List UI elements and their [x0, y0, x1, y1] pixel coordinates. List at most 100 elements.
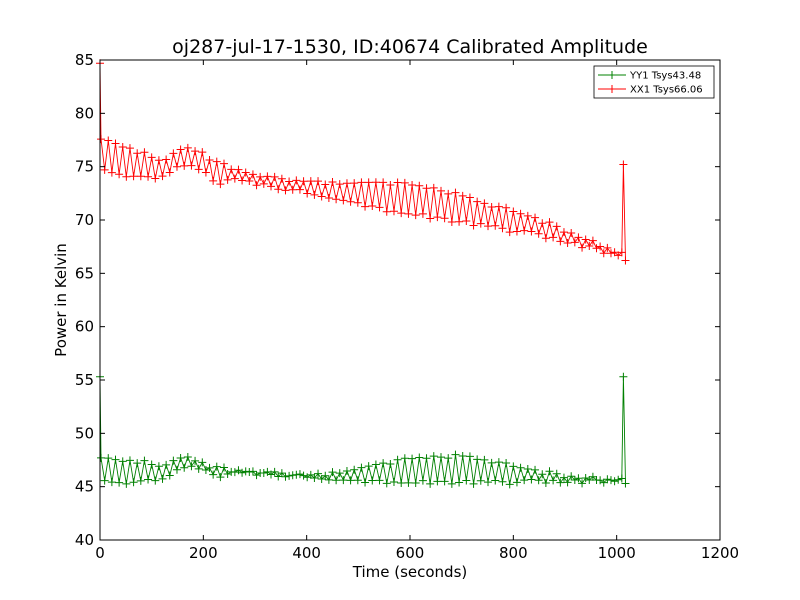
data-point — [201, 168, 210, 177]
data-point — [158, 172, 167, 181]
data-point — [270, 467, 279, 476]
data-point — [259, 468, 268, 477]
data-point — [382, 207, 391, 216]
x-tick-label: 200 — [189, 544, 218, 562]
data-point — [498, 224, 507, 233]
data-point — [230, 174, 239, 183]
data-point — [317, 475, 326, 484]
data-point — [169, 149, 178, 158]
data-point — [541, 234, 550, 243]
y-tick-label: 70 — [75, 211, 94, 229]
data-point — [588, 236, 597, 245]
data-point — [100, 476, 109, 485]
legend-marker — [608, 85, 616, 93]
data-point — [144, 172, 153, 181]
data-point — [444, 189, 453, 198]
data-point — [484, 222, 493, 231]
data-point — [183, 452, 192, 461]
data-point — [346, 476, 355, 485]
data-point — [440, 477, 449, 486]
data-point — [364, 178, 373, 187]
data-point — [541, 479, 550, 488]
data-point — [538, 470, 547, 479]
data-point — [321, 180, 330, 189]
data-point — [527, 475, 536, 484]
data-point — [567, 228, 576, 237]
data-point — [411, 211, 420, 220]
data-point — [133, 459, 142, 468]
data-point — [324, 193, 333, 202]
legend-marker — [608, 71, 616, 79]
y-tick-label: 55 — [75, 371, 94, 389]
data-point — [480, 199, 489, 208]
data-point — [418, 209, 427, 218]
data-point — [559, 473, 568, 482]
data-point — [570, 238, 579, 247]
data-point — [191, 147, 200, 156]
data-point — [556, 237, 565, 246]
data-point — [610, 477, 619, 486]
x-tick-label: 0 — [95, 544, 105, 562]
data-point — [306, 177, 315, 186]
data-point — [306, 470, 315, 479]
data-point — [603, 243, 612, 252]
data-point — [125, 456, 134, 465]
data-point — [389, 478, 398, 487]
data-point — [570, 475, 579, 484]
data-point — [574, 474, 583, 483]
data-point — [238, 176, 247, 185]
data-point — [183, 143, 192, 152]
data-point — [194, 165, 203, 174]
data-point — [469, 479, 478, 488]
data-point — [245, 468, 254, 477]
data-point — [502, 203, 511, 212]
data-point — [263, 172, 272, 181]
data-point — [187, 161, 196, 170]
y-tick-label: 85 — [75, 51, 94, 69]
data-point — [288, 185, 297, 194]
data-point — [328, 177, 337, 186]
data-point — [129, 172, 138, 181]
data-point — [498, 477, 507, 486]
data-point — [512, 478, 521, 487]
data-point — [212, 462, 221, 471]
data-point — [314, 177, 323, 186]
data-point — [107, 168, 116, 177]
data-point — [191, 456, 200, 465]
data-point — [516, 463, 525, 472]
data-point — [606, 249, 615, 258]
data-point — [361, 202, 370, 211]
data-point — [118, 457, 127, 466]
data-point — [473, 455, 482, 464]
data-point — [136, 476, 145, 485]
series-line — [99, 63, 626, 261]
x-tick-label: 1000 — [598, 544, 636, 562]
data-point — [469, 221, 478, 230]
data-point — [429, 452, 438, 461]
y-tick-label: 50 — [75, 424, 94, 442]
data-point — [310, 474, 319, 483]
data-point — [371, 460, 380, 469]
data-point — [433, 477, 442, 486]
data-point — [140, 456, 149, 465]
data-point — [400, 178, 409, 187]
data-point — [252, 181, 261, 190]
data-point — [512, 227, 521, 236]
data-point — [350, 179, 359, 188]
data-point — [154, 462, 163, 471]
data-point — [295, 185, 304, 194]
data-point — [158, 474, 167, 483]
x-tick-label: 400 — [292, 544, 321, 562]
data-point — [125, 144, 134, 153]
data-point — [465, 193, 474, 202]
data-point — [357, 178, 366, 187]
data-point — [581, 235, 590, 244]
data-point — [458, 191, 467, 200]
data-point — [379, 459, 388, 468]
data-point — [415, 181, 424, 190]
data-point — [165, 168, 174, 177]
data-point — [292, 176, 301, 185]
data-point — [104, 136, 113, 145]
data-point — [599, 478, 608, 487]
data-point — [606, 476, 615, 485]
